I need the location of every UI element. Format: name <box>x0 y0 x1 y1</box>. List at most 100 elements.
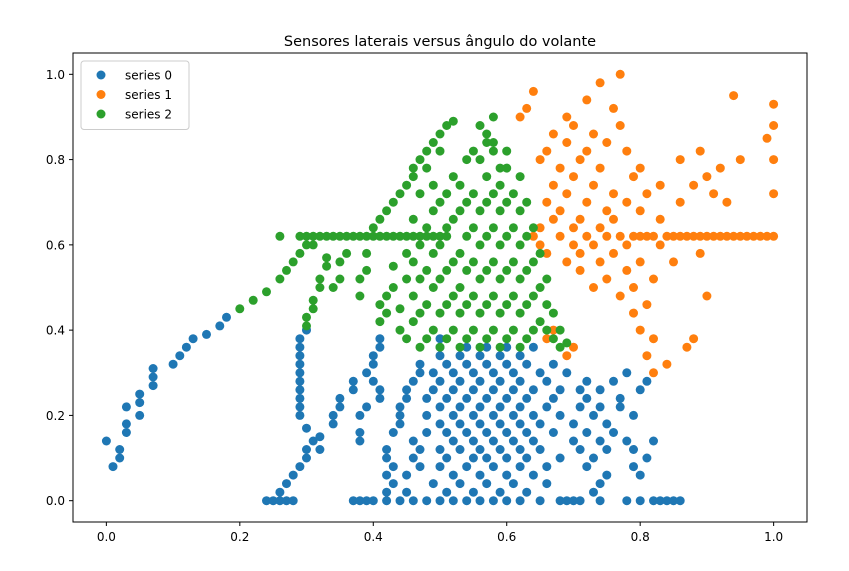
data-point <box>649 496 658 506</box>
data-point <box>742 231 752 241</box>
data-point <box>595 496 605 506</box>
data-point <box>181 342 191 352</box>
data-point <box>655 214 665 224</box>
data-point <box>442 334 452 344</box>
data-point <box>275 496 285 506</box>
data-point <box>635 206 645 216</box>
data-point <box>508 223 518 233</box>
data-point <box>609 189 618 199</box>
data-point <box>542 334 552 344</box>
data-point <box>602 445 612 454</box>
data-point <box>422 496 432 506</box>
data-point <box>288 496 298 506</box>
data-point <box>769 231 779 241</box>
data-point <box>635 385 645 395</box>
data-point <box>528 470 538 480</box>
data-point <box>355 410 365 420</box>
data-point <box>535 155 545 165</box>
data-point <box>415 359 425 369</box>
data-point <box>468 368 478 378</box>
data-point <box>268 496 278 506</box>
legend-label: series 2 <box>125 108 172 122</box>
data-point <box>475 155 485 165</box>
data-point <box>602 470 612 480</box>
data-point <box>555 385 565 395</box>
data-point <box>609 376 618 386</box>
x-tick-label: 0.0 <box>97 530 116 544</box>
data-point <box>475 419 485 429</box>
data-point <box>635 163 645 173</box>
data-point <box>448 172 458 182</box>
y-tick-label: 0.6 <box>46 238 65 252</box>
data-point <box>508 189 518 199</box>
data-point <box>548 334 558 344</box>
data-point <box>408 257 418 267</box>
data-point <box>468 223 478 233</box>
data-point <box>135 389 145 399</box>
data-point <box>442 265 452 275</box>
data-point <box>335 257 345 267</box>
data-point <box>482 197 492 207</box>
data-point <box>582 146 592 156</box>
data-point <box>582 197 592 207</box>
data-point <box>335 274 345 284</box>
data-point <box>448 257 458 267</box>
data-point <box>495 308 505 318</box>
data-point <box>468 257 478 267</box>
data-point <box>382 470 392 480</box>
data-point <box>695 231 705 241</box>
data-point <box>548 393 558 403</box>
data-point <box>582 393 592 403</box>
data-point <box>362 265 372 275</box>
data-point <box>295 462 305 472</box>
data-point <box>382 487 392 497</box>
data-point <box>455 283 465 292</box>
data-point <box>315 283 325 292</box>
data-point <box>622 197 632 207</box>
data-point <box>422 393 432 403</box>
data-point <box>115 453 125 463</box>
data-point <box>575 248 585 258</box>
data-point <box>649 368 658 378</box>
data-point <box>495 376 505 386</box>
data-point <box>402 180 412 190</box>
data-point <box>442 359 452 369</box>
data-point <box>395 496 405 506</box>
data-point <box>535 317 545 327</box>
data-point <box>555 163 565 173</box>
data-point <box>482 129 492 139</box>
data-point <box>528 410 538 420</box>
data-point <box>555 496 565 506</box>
data-point <box>528 342 538 352</box>
data-point <box>428 368 438 378</box>
data-point <box>702 291 712 301</box>
data-point <box>455 342 465 352</box>
data-point <box>448 116 458 126</box>
data-point <box>368 376 378 386</box>
data-point <box>635 257 645 267</box>
data-point <box>488 138 498 147</box>
data-point <box>348 376 358 386</box>
data-point <box>328 283 338 292</box>
data-point <box>422 428 432 437</box>
data-point <box>408 436 418 446</box>
data-point <box>462 265 472 275</box>
data-point <box>435 462 445 472</box>
data-point <box>522 428 532 437</box>
data-point <box>515 496 525 506</box>
data-point <box>435 231 445 241</box>
data-point <box>515 172 525 182</box>
data-point <box>435 402 445 412</box>
data-point <box>649 231 658 241</box>
data-point <box>368 231 378 241</box>
data-point <box>308 436 318 446</box>
data-point <box>395 410 405 420</box>
data-point <box>548 428 558 437</box>
data-point <box>402 470 412 480</box>
data-point <box>422 265 432 275</box>
data-point <box>615 291 625 301</box>
data-point <box>548 129 558 139</box>
data-point <box>475 308 485 318</box>
data-point <box>495 240 505 250</box>
data-point <box>295 351 305 361</box>
